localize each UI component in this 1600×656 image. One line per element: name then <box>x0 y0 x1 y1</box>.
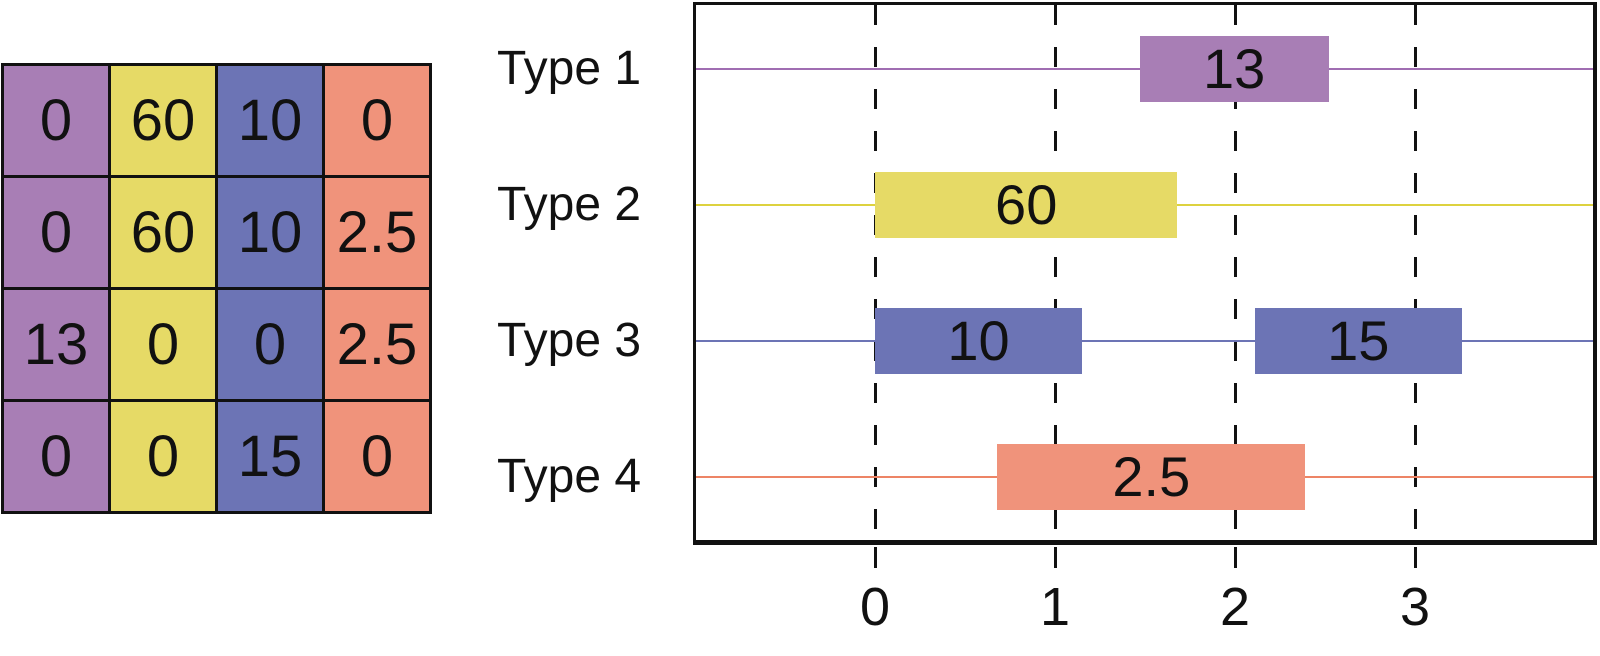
x-tick-mark <box>1054 547 1057 568</box>
gantt-bar: 13 <box>1139 36 1329 102</box>
x-tick-label: 3 <box>1399 577 1431 637</box>
value-matrix: 0 60 10 0 0 60 10 2.5 13 0 0 2.5 0 0 15 0 <box>1 63 432 514</box>
y-category-label: Type 3 <box>497 314 642 367</box>
matrix-cell: 10 <box>215 63 325 178</box>
bar-value-label: 15 <box>1327 309 1390 372</box>
y-category-label: Type 1 <box>497 42 642 95</box>
row-baseline <box>696 340 1593 342</box>
matrix-cell: 2.5 <box>322 175 432 290</box>
dashed-gridline <box>1054 5 1057 540</box>
matrix-row: 0 0 15 0 <box>1 399 432 514</box>
gantt-bar: 15 <box>1254 308 1462 374</box>
matrix-row: 0 60 10 2.5 <box>1 175 432 290</box>
matrix-cell: 13 <box>1 287 111 402</box>
matrix-cell: 60 <box>108 175 218 290</box>
matrix-cell: 0 <box>1 63 111 178</box>
matrix-cell: 0 <box>1 399 111 514</box>
matrix-row: 13 0 0 2.5 <box>1 287 432 402</box>
bar-value-label: 2.5 <box>1112 445 1191 508</box>
dashed-gridline <box>1234 5 1237 540</box>
matrix-cell: 0 <box>322 399 432 514</box>
gantt-bar: 2.5 <box>997 444 1306 510</box>
x-tick-mark <box>1234 547 1237 568</box>
matrix-cell: 0 <box>108 287 218 402</box>
bar-value-label: 60 <box>995 173 1058 236</box>
x-tick-mark <box>1414 547 1417 568</box>
gantt-bar: 10 <box>875 308 1082 374</box>
matrix-cell: 0 <box>215 287 325 402</box>
matrix-cell: 0 <box>108 399 218 514</box>
x-tick-label: 0 <box>859 577 891 637</box>
matrix-row: 0 60 10 0 <box>1 63 432 178</box>
y-category-label: Type 4 <box>497 450 642 503</box>
dashed-gridline <box>874 5 877 540</box>
matrix-cell: 2.5 <box>322 287 432 402</box>
x-tick-mark <box>874 547 877 568</box>
matrix-cell: 60 <box>108 63 218 178</box>
y-category-label: Type 2 <box>497 178 642 231</box>
bar-value-label: 13 <box>1202 37 1266 100</box>
gantt-bar: 60 <box>875 172 1178 238</box>
x-tick-label: 1 <box>1039 577 1071 637</box>
matrix-cell: 0 <box>322 63 432 178</box>
bar-value-label: 10 <box>947 309 1010 372</box>
dashed-gridline <box>1414 5 1417 540</box>
x-tick-label: 2 <box>1219 577 1251 637</box>
matrix-cell: 15 <box>215 399 325 514</box>
x-axis: 0 1 2 3 <box>696 547 1593 652</box>
matrix-cell: 0 <box>1 175 111 290</box>
gantt-plot-area: 13 60 10 15 2.5 <box>693 2 1597 545</box>
matrix-cell: 10 <box>215 175 325 290</box>
